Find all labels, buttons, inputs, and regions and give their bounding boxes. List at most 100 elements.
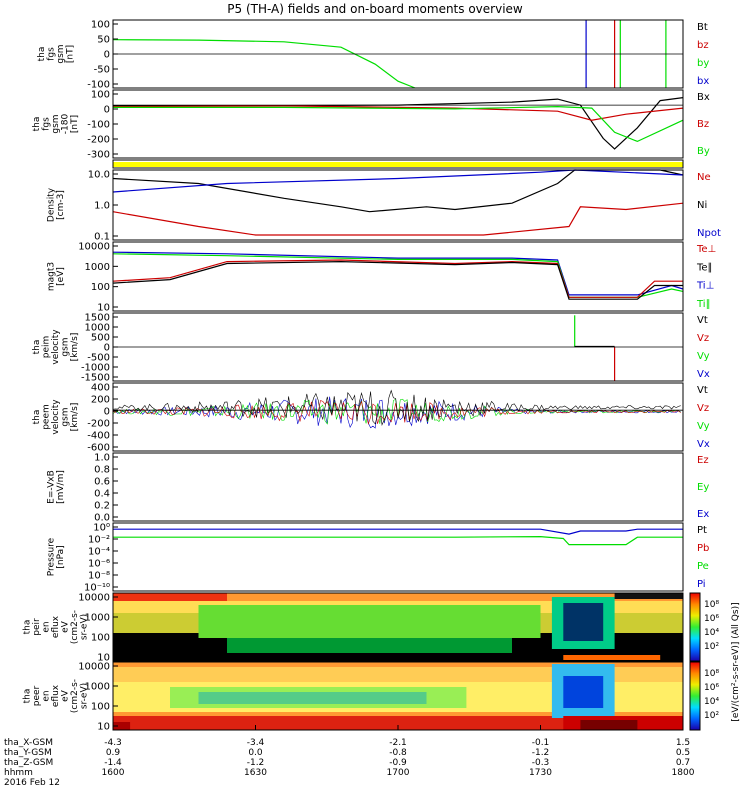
temperature-legend-Te⊥: Te⊥ <box>696 244 716 255</box>
ephemeris-value: 1700 <box>387 768 410 778</box>
temperature-series-1 <box>112 253 684 298</box>
exb-ytick-label: 0.8 <box>94 465 110 476</box>
peem_velocity-ylabel: velocity <box>51 399 61 435</box>
density-legend-Npot: Npot <box>697 228 721 239</box>
fgs_gsm-ytick-label: -50 <box>94 65 110 76</box>
peir_eflux-ylabel: tha <box>23 620 33 635</box>
colorbar-label: [eV/(cm²-s-sr-eV)] (All Qs)] <box>731 602 741 721</box>
colorbar-tick: 10⁶ <box>704 614 719 624</box>
fgs_gsm-ylabel: gsm <box>56 44 66 63</box>
fgs_gsm-legend-by: by <box>697 58 709 69</box>
exb-ytick-label: 0.6 <box>94 477 110 488</box>
peem_velocity-ytick-label: 0 <box>104 407 110 418</box>
ephemeris-label: tha_X-GSM <box>4 738 53 748</box>
yellow-bar <box>113 162 683 167</box>
fgs_gsm_2-ylabel: -180 <box>61 114 71 135</box>
exb-ytick-label: 0.2 <box>94 501 110 512</box>
fgs_gsm_2-series-1 <box>112 105 684 121</box>
pressure-ytick-label: 10⁻⁸ <box>88 571 110 582</box>
colorbar-top <box>689 592 701 662</box>
chart-title: P5 (TH-A) fields and on-board moments ov… <box>227 2 523 16</box>
ephemeris-value: 0.5 <box>676 748 690 758</box>
peer_eflux-ylabel: sr-eV) <box>80 683 90 709</box>
ephemeris-value: -1.2 <box>247 758 265 768</box>
fgs_gsm_2-legend-Bz: Bz <box>697 119 709 130</box>
temperature-ytick-label: 1000 <box>85 262 110 273</box>
peim_velocity-ytick-label: 500 <box>91 333 110 344</box>
fgs_gsm-ytick-label: 50 <box>97 35 110 46</box>
peem_velocity-ylabel: [km/s] <box>70 403 80 432</box>
peir_eflux-ylabel: sr-eV) <box>80 614 90 640</box>
fgs_gsm_2-ylabel: fgs <box>42 117 52 131</box>
temperature-frame <box>112 241 684 312</box>
peim_velocity-ylabel: peim <box>42 336 52 359</box>
temperature-ytick-label: 10 <box>97 303 110 314</box>
fgs_gsm_2-frame <box>112 89 684 159</box>
pressure-series-0 <box>113 528 683 535</box>
pressure-legend-Pe: Pe <box>697 561 709 572</box>
exb-legend-Ey: Ey <box>697 482 709 493</box>
fgs_gsm_2-ytick-label: -200 <box>87 135 110 146</box>
density-series-2 <box>112 202 684 236</box>
temperature-series-3 <box>112 260 683 300</box>
peem_velocity-envelope-0 <box>112 396 681 429</box>
peer_eflux-ylabel: tha <box>23 689 33 704</box>
peim_velocity-ytick-label: 0 <box>104 343 110 354</box>
colorbar-tick: 10² <box>704 711 719 721</box>
fgs_gsm_2-ytick-label: -300 <box>87 150 110 161</box>
temperature-ytick-label: 100 <box>91 282 110 293</box>
pressure-series-1 <box>113 535 683 546</box>
fgs_gsm-ylabel: fgs <box>46 47 56 61</box>
colorbar-tick: 10⁶ <box>704 683 719 693</box>
peim_velocity-ylabel: gsm <box>61 337 71 356</box>
exb-ytick-label: 0.0 <box>94 513 110 524</box>
temperature-ytick-label: 10000 <box>78 242 110 253</box>
density-series-0 <box>112 169 684 213</box>
peim_velocity-legend-Vt: Vt <box>697 315 708 326</box>
density-ylabel: [cm-3] <box>56 190 66 220</box>
ephemeris-value: -2.1 <box>389 738 407 748</box>
peer_eflux-ytick-label: 1000 <box>85 682 110 693</box>
pressure-ylabel: Pressure <box>46 537 56 576</box>
exb-legend-Ex: Ex <box>697 509 709 520</box>
density-legend-Ne: Ne <box>697 172 711 183</box>
ephemeris-label: tha_Z-GSM <box>4 758 53 768</box>
peim_velocity-ytick-label: 1000 <box>85 323 110 334</box>
density-frame <box>112 169 684 241</box>
fgs_gsm-legend-bz: bz <box>697 40 709 51</box>
peem_velocity-ylabel: peem <box>42 404 52 430</box>
peir_eflux-ytick-label: 1000 <box>85 613 110 624</box>
colorbar-tick: 10² <box>704 642 719 652</box>
colorbar-tick: 10⁴ <box>704 628 719 638</box>
ephemeris-value: 0.0 <box>248 748 263 758</box>
ephemeris-value: 0.7 <box>676 758 690 768</box>
ephemeris-label: hhmm <box>4 768 33 778</box>
peim_velocity-ytick-label: 1500 <box>85 313 110 324</box>
fgs_gsm-ytick-label: 100 <box>91 20 110 31</box>
peir_eflux-ylabel: eV <box>61 620 71 633</box>
peir_eflux-ylabel: (cm2-s- <box>70 610 80 644</box>
pressure-ytick-label: 10⁻⁴ <box>88 547 110 558</box>
pressure-ylabel: [nPa] <box>56 545 66 568</box>
peem_velocity-legend-Vz: Vz <box>697 403 709 414</box>
pressure-legend-Pi: Pi <box>697 579 706 590</box>
peim_velocity-ytick-label: -1500 <box>81 373 110 384</box>
density-ytick-label: 1.0 <box>94 201 110 212</box>
ephemeris-value: 1630 <box>244 768 267 778</box>
ephemeris-value: 1730 <box>529 768 552 778</box>
ephemeris-value: -1.2 <box>532 748 550 758</box>
peem_velocity-ytick-label: 400 <box>91 383 110 394</box>
fgs_gsm-ylabel: tha <box>37 47 47 62</box>
peim_velocity-legend-Vx: Vx <box>697 369 710 380</box>
ephemeris-value: 1.5 <box>676 738 690 748</box>
fgs_gsm-legend-bx: bx <box>697 76 709 87</box>
colorbar-tick: 10⁸ <box>704 600 719 610</box>
fgs_gsm-series-0 <box>112 39 416 89</box>
peem_velocity-ylabel: tha <box>32 410 42 425</box>
fgs_gsm_2-ylabel: gsm <box>51 114 61 133</box>
peim_velocity-ytick-label: -500 <box>87 353 110 364</box>
yellow-bar-frame <box>112 159 684 169</box>
ephemeris-value: 0.9 <box>106 748 121 758</box>
density-series-1 <box>112 169 684 193</box>
peem_velocity-ytick-label: -400 <box>87 431 110 442</box>
